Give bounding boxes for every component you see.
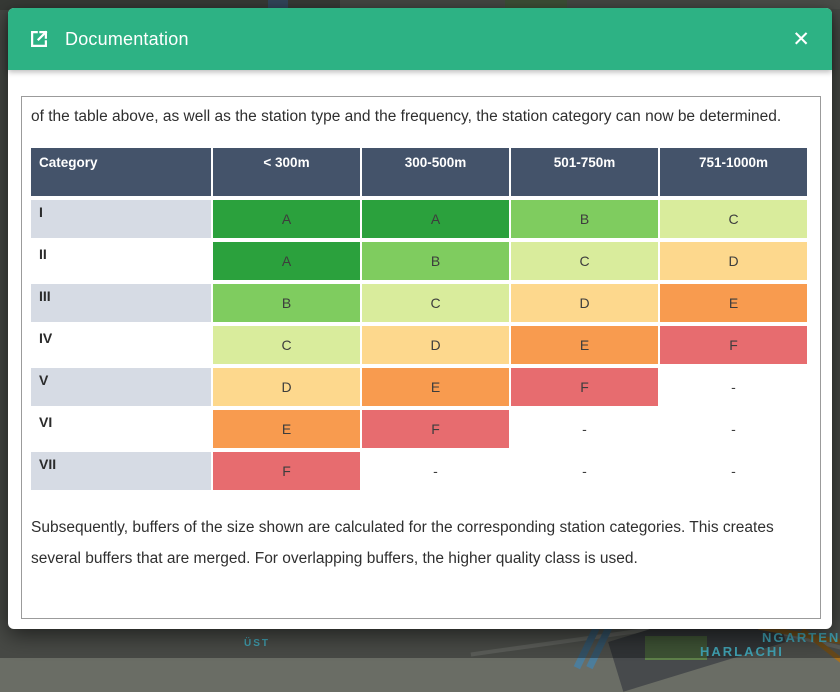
grade-cell: - [582, 421, 587, 437]
grade-cell: F [362, 410, 509, 448]
map-block [0, 0, 340, 10]
map-place-label: ÜST [244, 638, 270, 649]
map-park [505, 0, 567, 9]
grade-cell: A [213, 242, 360, 280]
grade-cell: C [660, 200, 807, 238]
table-header-cell: 300-500m [362, 148, 509, 196]
doc-paragraph-top: of the table above, as well as the stati… [31, 108, 782, 125]
grade-cell: C [511, 242, 658, 280]
table-header-cell: 501-750m [511, 148, 658, 196]
grade-cell: - [433, 463, 438, 479]
grade-cell: - [731, 463, 736, 479]
grade-cell: B [511, 200, 658, 238]
document-frame[interactable]: of the table above, as well as the stati… [21, 96, 821, 619]
grade-cell: D [660, 242, 807, 280]
documentation-modal: Documentation ✕ of the table above, as w… [8, 8, 832, 629]
grade-cell: B [213, 284, 360, 322]
grade-cell: E [213, 410, 360, 448]
category-cell: VII [31, 452, 211, 490]
map-place-label: HARLACHI [700, 644, 784, 659]
category-cell: VI [39, 414, 53, 430]
map-block [740, 0, 840, 9]
map-place-label: NGARTEN [762, 630, 840, 645]
open-in-new-icon[interactable] [28, 28, 50, 50]
grade-cell: - [731, 421, 736, 437]
grade-cell: E [511, 326, 658, 364]
grade-cell: F [660, 326, 807, 364]
grade-cell: E [362, 368, 509, 406]
category-cell: V [31, 368, 211, 406]
category-cell: IV [39, 330, 53, 346]
modal-header: Documentation ✕ [8, 8, 832, 70]
grade-cell: A [213, 200, 360, 238]
grade-cell: B [362, 242, 509, 280]
grade-cell: A [362, 200, 509, 238]
category-cell: III [31, 284, 211, 322]
table-header-cell: < 300m [213, 148, 360, 196]
category-cell: I [31, 200, 211, 238]
table-header-cell: 751-1000m [660, 148, 807, 196]
category-cell: II [39, 246, 47, 262]
map-water-dot [268, 0, 288, 8]
grade-cell: D [213, 368, 360, 406]
grade-cell: - [731, 379, 736, 395]
modal-title: Documentation [65, 28, 189, 49]
grade-cell: E [660, 284, 807, 322]
map-park [645, 636, 707, 660]
close-icon[interactable]: ✕ [792, 27, 810, 51]
grade-cell: F [213, 452, 360, 490]
grade-cell: F [511, 368, 658, 406]
doc-paragraph-bottom: Subsequently, buffers of the size shown … [31, 519, 774, 567]
table-header-cell: Category [31, 148, 211, 196]
grade-cell: C [362, 284, 509, 322]
modal-body: of the table above, as well as the stati… [8, 70, 832, 629]
grade-cell: D [362, 326, 509, 364]
quality-table: Category < 300m 300-500m 501-750m 751-1000m I… [31, 148, 807, 490]
grade-cell: - [582, 463, 587, 479]
grade-cell: C [213, 326, 360, 364]
grade-cell: D [511, 284, 658, 322]
